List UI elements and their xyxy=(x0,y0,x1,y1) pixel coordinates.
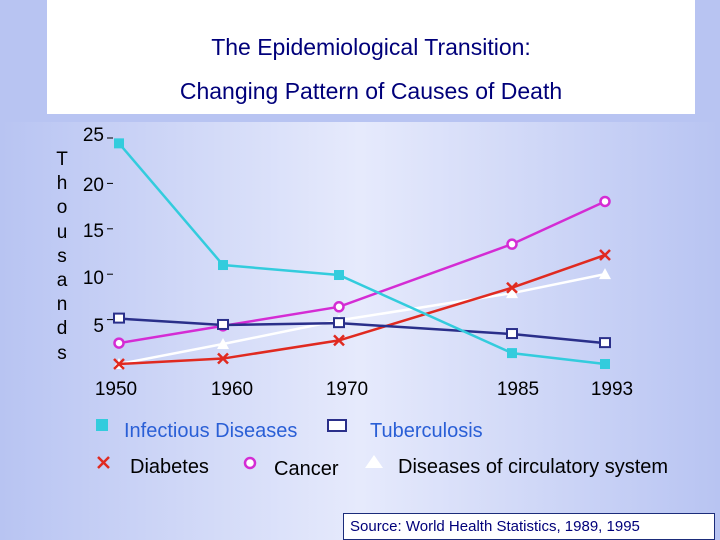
legend-tuberculosis-label: Tuberculosis xyxy=(370,420,483,442)
point-cancer-1985 xyxy=(506,238,518,250)
chart-title-line-1: The Epidemiological Transition: xyxy=(211,34,531,60)
legend-infectious-marker-square-icon xyxy=(96,419,108,431)
source-citation: Source: World Health Statistics, 1989, 1… xyxy=(343,513,715,540)
legend-diabetes-label: Diabetes xyxy=(130,456,209,478)
point-infectious-diseases-1970 xyxy=(334,270,344,281)
point-diabetes-1985 xyxy=(506,281,518,294)
point-cancer-1993 xyxy=(599,195,611,208)
point-infectious-diseases-1993 xyxy=(600,359,610,369)
y-axis-label-letter: T xyxy=(56,149,68,170)
point-tuberculosis-1950 xyxy=(113,312,125,324)
x-tick-1993: 1993 xyxy=(590,379,634,400)
x-tick-1950: 1950 xyxy=(94,379,138,400)
y-tick-15: 15 xyxy=(82,221,104,242)
y-axis-label-letter: s xyxy=(57,245,67,267)
legend-circulatory-marker-triangle-icon xyxy=(365,455,383,468)
y-axis-label-letter: s xyxy=(57,342,67,364)
legend-diabetes-marker-x-icon xyxy=(97,456,110,469)
point-diabetes-1950 xyxy=(113,358,125,370)
y-axis-label-letter: o xyxy=(56,197,68,219)
point-tuberculosis-1960 xyxy=(217,318,229,330)
y-axis-label-letter: a xyxy=(56,270,68,292)
legend-cancer-marker-circle-icon xyxy=(243,456,257,470)
legend-infectious-label: Infectious Diseases xyxy=(124,420,298,442)
y-axis-label-letter: d xyxy=(56,318,68,340)
x-tick-1960: 1960 xyxy=(210,379,254,400)
point-diabetes-1970 xyxy=(333,334,345,347)
point-tuberculosis-1970 xyxy=(333,317,345,329)
series-line-diseases-of-circulatory-system xyxy=(118,272,606,366)
legend-cancer-label: Cancer xyxy=(274,458,339,480)
point-cancer-1950 xyxy=(113,337,125,349)
chart-title-line-2: Changing Pattern of Causes of Death xyxy=(179,78,563,104)
y-axis-label-letter: n xyxy=(56,294,68,316)
point-diabetes-1993 xyxy=(599,249,611,261)
point-diseases-of-circulatory-system-1985 xyxy=(506,287,518,299)
point-diabetes-1960 xyxy=(217,352,229,365)
x-tick-1970: 1970 xyxy=(325,379,369,400)
point-diseases-of-circulatory-system-1960 xyxy=(217,338,229,350)
point-infectious-diseases-1985 xyxy=(507,348,517,359)
point-infectious-diseases-1960 xyxy=(218,260,228,271)
legend-circulatory-label: Diseases of circulatory system xyxy=(398,456,669,478)
y-axis-label-letter: u xyxy=(56,221,68,243)
y-tick-10: 10 xyxy=(82,268,104,289)
y-axis-label-letter: h xyxy=(56,173,68,195)
title-box: The Epidemiological Transition: Changing… xyxy=(47,0,695,114)
point-diseases-of-circulatory-system-1993 xyxy=(599,268,611,280)
x-tick-1985: 1985 xyxy=(496,379,540,400)
series-line-diabetes xyxy=(118,253,606,366)
point-infectious-diseases-1950 xyxy=(114,138,124,149)
point-cancer-1970 xyxy=(333,301,345,313)
y-tick-20: 20 xyxy=(82,175,104,196)
point-tuberculosis-1985 xyxy=(506,328,518,340)
y-axis-label: T h o u s a n d s xyxy=(52,148,72,366)
point-tuberculosis-1993 xyxy=(599,337,611,349)
legend-tuberculosis-marker-open-square-icon xyxy=(327,419,347,432)
y-tick-5: 5 xyxy=(93,316,104,337)
y-tick-25: 25 xyxy=(82,125,104,146)
